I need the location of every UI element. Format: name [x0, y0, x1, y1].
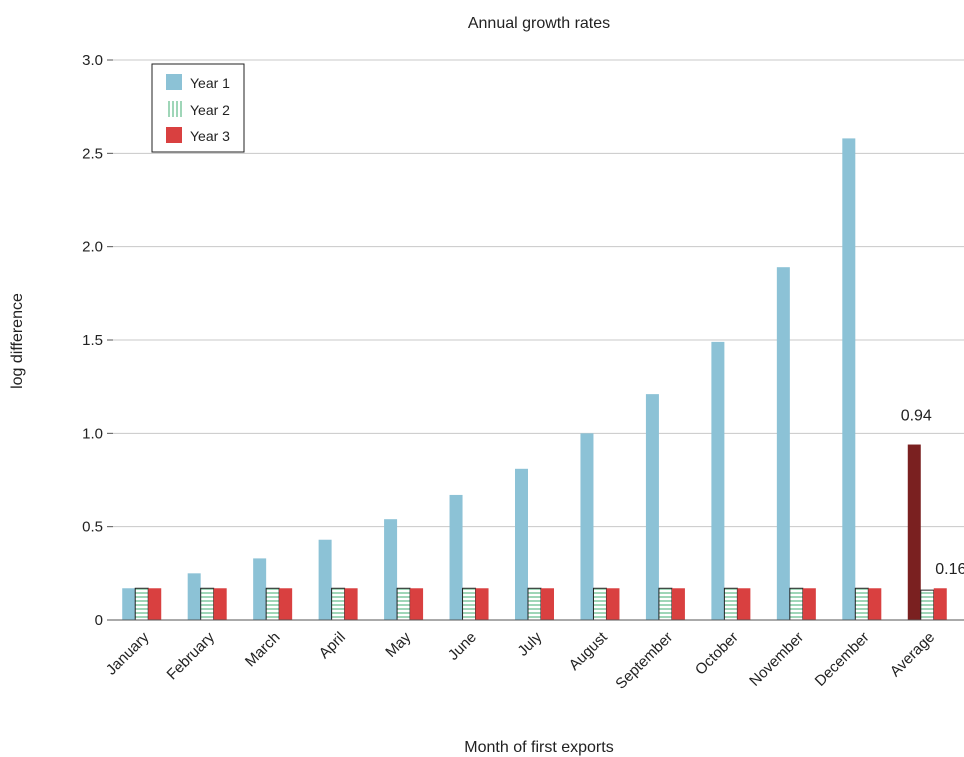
- bar-year-2-november: [789, 587, 804, 621]
- x-tick-label-july: July: [514, 628, 545, 659]
- bar-year-1-july: [515, 468, 528, 620]
- y-axis-label: log difference: [9, 293, 26, 389]
- x-tick-label-january: January: [103, 628, 153, 678]
- x-axis-tick-labels: January February March April May June July Augu…: [103, 628, 938, 692]
- bar-year-1-october: [711, 341, 725, 620]
- bar-year-2-august: [592, 587, 607, 621]
- grid-lines: [113, 59, 964, 528]
- legend-swatch-year-3: [166, 127, 182, 143]
- x-tick-label-march: March: [242, 629, 283, 670]
- bar-year-1-april: [318, 539, 332, 620]
- bar-year-3-average: [933, 588, 947, 620]
- bar-year-3-december: [868, 588, 882, 620]
- y-tick-label: 2.0: [82, 239, 103, 256]
- bar-year-3-july: [541, 588, 554, 620]
- bar-year-2-october: [723, 587, 738, 621]
- x-tick-label-september: September: [612, 629, 676, 693]
- y-tick-label: 3.0: [82, 52, 103, 69]
- bar-year-2-february: [200, 587, 215, 621]
- bar-year-3-march: [279, 588, 293, 620]
- x-tick-label-november: November: [746, 629, 807, 690]
- bar-year-2-june: [462, 587, 477, 621]
- bar-year-3-august: [606, 588, 620, 620]
- x-tick-label-october: October: [692, 629, 742, 679]
- legend: Year 1 Year 2 Year 3: [151, 63, 245, 153]
- bar-year-2-may: [396, 587, 411, 621]
- bar-year-2-april: [331, 587, 346, 621]
- bar-year-3-february: [213, 588, 227, 620]
- bar-year-1-september: [645, 394, 659, 620]
- bar-year-3-june: [475, 588, 489, 620]
- x-axis-label: Month of first exports: [464, 739, 613, 756]
- bar-year-1-august: [580, 433, 594, 620]
- y-axis-ticks: 0 0.5 1.0 1.5 2.0 2.5 3.0: [82, 52, 113, 629]
- bar-year-1-february: [187, 573, 201, 620]
- annotation-year-2-average: 0.16: [935, 561, 964, 578]
- bar-year-3-may: [410, 588, 424, 620]
- bars: [122, 138, 947, 621]
- bar-year-1-november: [776, 267, 790, 620]
- bar-year-3-april: [344, 588, 358, 620]
- x-tick-label-may: May: [382, 628, 414, 660]
- x-tick-label-average: Average: [887, 629, 938, 680]
- x-tick-label-august: August: [566, 628, 612, 674]
- bar-year-3-january: [148, 588, 162, 620]
- bar-year-1-average: [907, 444, 921, 620]
- legend-swatch-year-2: [166, 101, 182, 117]
- chart-title: Annual growth rates: [468, 15, 610, 32]
- bar-year-3-november: [802, 588, 816, 620]
- bar-year-2-july: [527, 587, 542, 621]
- legend-swatch-year-1: [166, 74, 182, 90]
- x-tick-label-april: April: [316, 629, 349, 662]
- bar-year-1-march: [253, 558, 267, 620]
- y-tick-label: 0: [95, 612, 103, 629]
- annotation-year-1-average: 0.94: [901, 408, 932, 425]
- legend-label-year-1: Year 1: [190, 75, 230, 91]
- bar-year-2-march: [265, 587, 280, 621]
- x-tick-label-june: June: [445, 629, 480, 664]
- bar-year-3-october: [737, 588, 751, 620]
- bar-year-1-january: [122, 588, 136, 620]
- annotations: 0.94 0.16: [901, 408, 964, 579]
- y-tick-label: 1.0: [82, 425, 103, 442]
- bar-year-1-june: [449, 494, 463, 620]
- y-tick-label: 0.5: [82, 519, 103, 536]
- x-tick-label-december: December: [812, 629, 873, 690]
- bar-year-2-september: [658, 587, 673, 621]
- bar-year-2-january: [134, 587, 149, 621]
- bar-year-1-may: [384, 519, 398, 620]
- legend-label-year-3: Year 3: [190, 128, 230, 144]
- y-tick-label: 2.5: [82, 145, 103, 162]
- y-tick-label: 1.5: [82, 332, 103, 349]
- bar-year-1-december: [842, 138, 856, 620]
- bar-year-3-september: [671, 588, 685, 620]
- bar-year-2-december: [854, 587, 869, 621]
- legend-label-year-2: Year 2: [190, 102, 230, 118]
- bar-year-2-average: [920, 589, 935, 621]
- x-tick-label-february: February: [164, 628, 219, 683]
